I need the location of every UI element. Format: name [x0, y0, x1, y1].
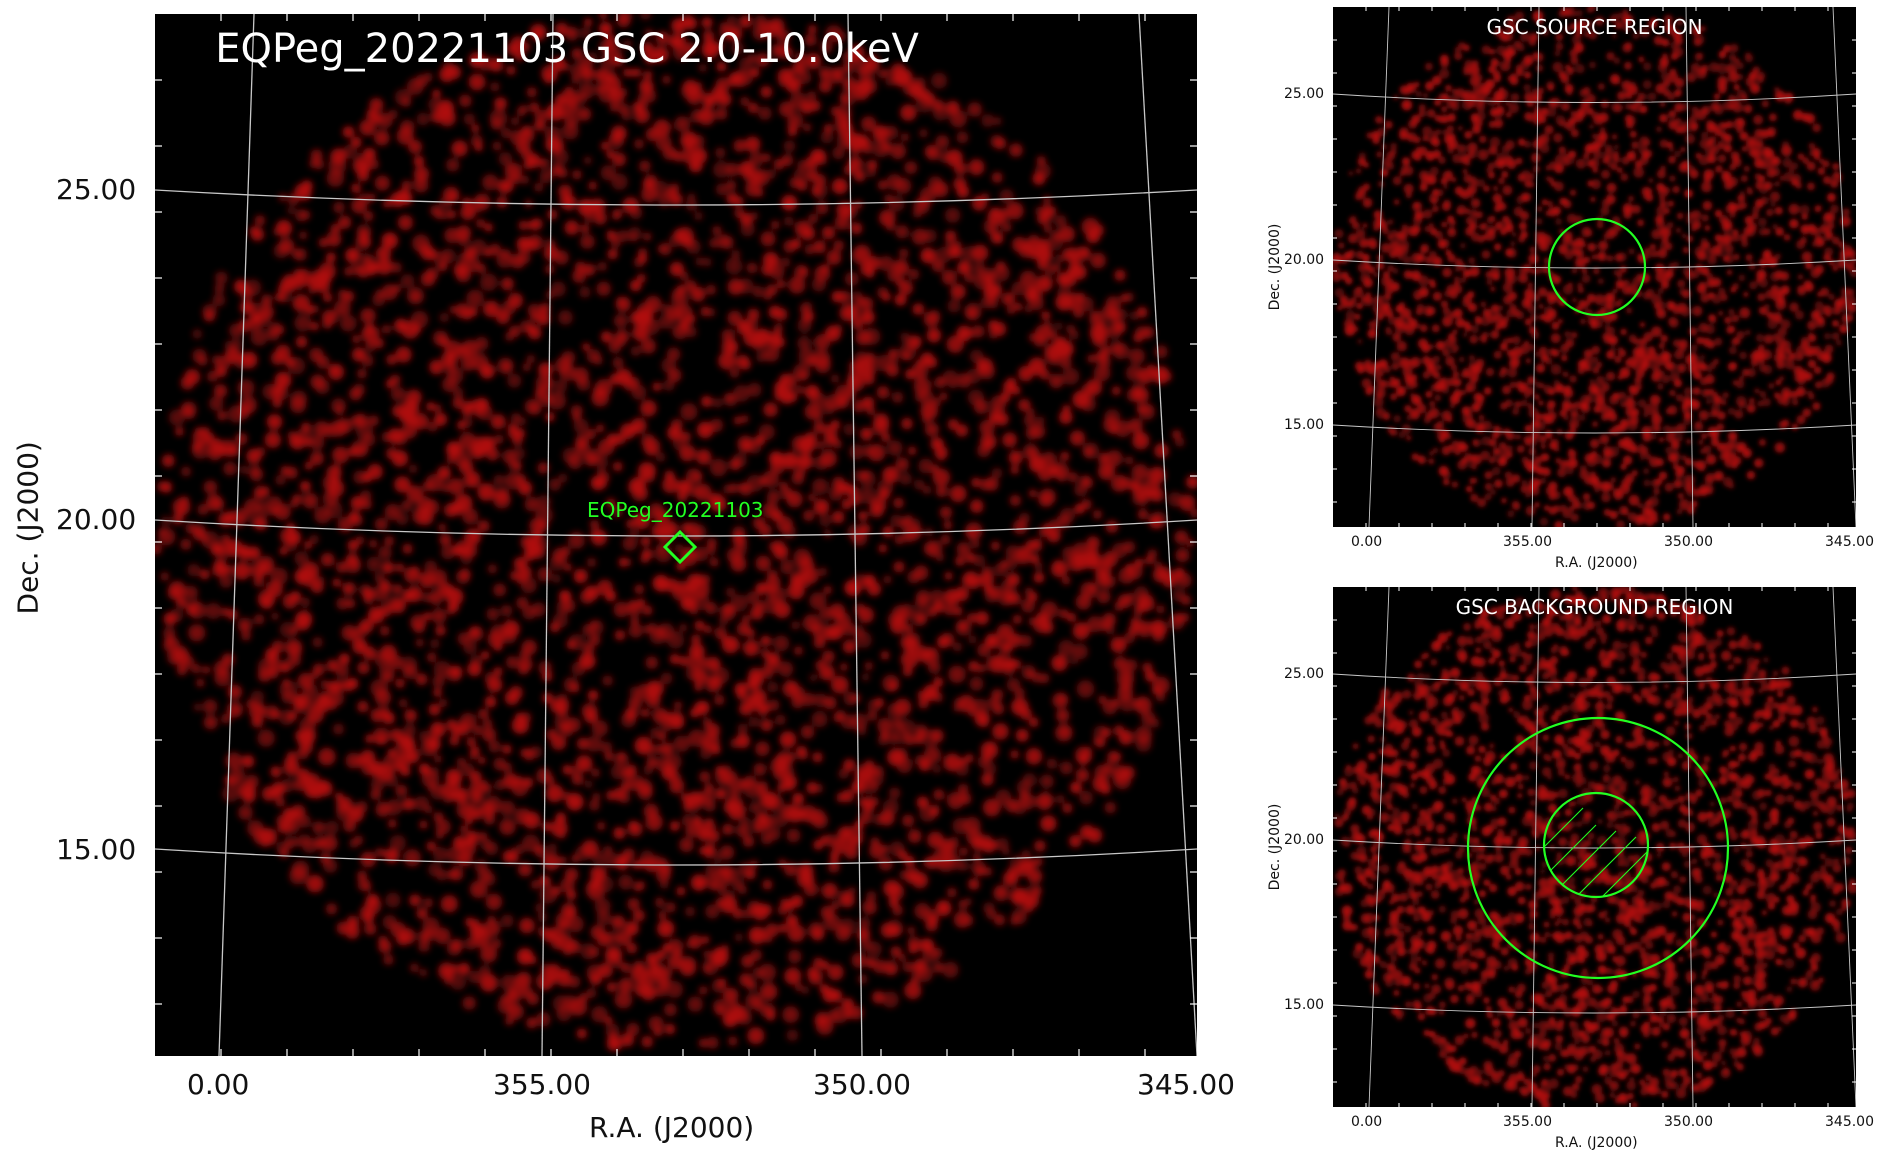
excluded-source-circle	[1542, 791, 1650, 899]
frame-ticks	[155, 14, 1197, 1056]
coordinate-grid	[1333, 7, 1856, 527]
src-xtick-355: 355.00	[1503, 534, 1552, 550]
bg-xaxis-title: R.A. (J2000)	[1555, 1135, 1638, 1151]
src-xaxis-title: R.A. (J2000)	[1555, 555, 1638, 571]
source-name-label: EQPeg_20221103	[587, 498, 764, 522]
background-outer-circle	[1466, 716, 1730, 980]
main-xtick-350: 350.00	[813, 1068, 911, 1101]
main-ytick-25: 25.00	[56, 173, 137, 206]
main-xaxis-title: R.A. (J2000)	[589, 1111, 755, 1144]
src-yaxis-title: Dec. (J2000)	[1267, 223, 1283, 311]
source-diamond-marker	[662, 529, 698, 565]
src-ytick-20: 20.00	[1284, 252, 1325, 268]
bg-xtick-0: 0.00	[1351, 1114, 1383, 1130]
source-extraction-circle	[1547, 217, 1647, 317]
main-xtick-0: 0.00	[187, 1068, 250, 1101]
main-image-panel[interactable]: EQPeg_20221103 GSC 2.0-10.0keV EQPeg_202…	[155, 14, 1197, 1056]
main-sky-map	[155, 14, 1197, 1056]
src-xtick-345: 345.00	[1825, 534, 1874, 550]
xray-counts-blobs	[1333, 7, 1856, 527]
source-region-panel[interactable]: GSC SOURCE REGION	[1333, 7, 1856, 527]
frame-ticks	[1333, 7, 1856, 527]
main-ytick-15: 15.00	[56, 833, 137, 866]
src-ytick-15: 15.00	[1284, 417, 1325, 433]
coordinate-grid	[1333, 587, 1856, 1107]
main-xtick-355: 355.00	[493, 1068, 591, 1101]
source-panel-title: GSC SOURCE REGION	[1486, 15, 1703, 39]
main-panel-title: EQPeg_20221103 GSC 2.0-10.0keV	[215, 26, 919, 72]
background-panel-title: GSC BACKGROUND REGION	[1455, 595, 1734, 619]
background-region-panel[interactable]: GSC BACKGROUND REGION	[1333, 587, 1856, 1107]
bg-xtick-355: 355.00	[1503, 1114, 1552, 1130]
bg-ytick-15: 15.00	[1284, 997, 1325, 1013]
bg-ytick-20: 20.00	[1284, 832, 1325, 848]
xray-counts-blobs	[155, 14, 1197, 1051]
bg-yaxis-title: Dec. (J2000)	[1267, 803, 1283, 891]
xray-counts-blobs	[1334, 587, 1856, 1107]
bg-xtick-345: 345.00	[1825, 1114, 1874, 1130]
bg-xtick-350: 350.00	[1664, 1114, 1713, 1130]
main-yaxis-title: Dec. (J2000)	[11, 441, 45, 615]
frame-ticks	[1333, 587, 1856, 1107]
coordinate-grid	[155, 14, 1197, 1056]
source-sky-map	[1333, 7, 1856, 527]
bg-ytick-25: 25.00	[1284, 666, 1325, 682]
src-ytick-25: 25.00	[1284, 86, 1325, 102]
main-xtick-345: 345.00	[1137, 1068, 1235, 1101]
src-xtick-0: 0.00	[1351, 534, 1383, 550]
src-xtick-350: 350.00	[1664, 534, 1713, 550]
background-sky-map	[1333, 587, 1856, 1107]
main-ytick-20: 20.00	[56, 503, 137, 536]
